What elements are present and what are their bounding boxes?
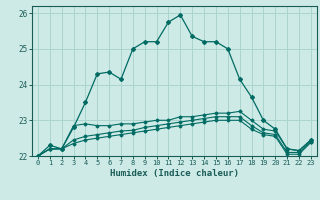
X-axis label: Humidex (Indice chaleur): Humidex (Indice chaleur) (110, 169, 239, 178)
